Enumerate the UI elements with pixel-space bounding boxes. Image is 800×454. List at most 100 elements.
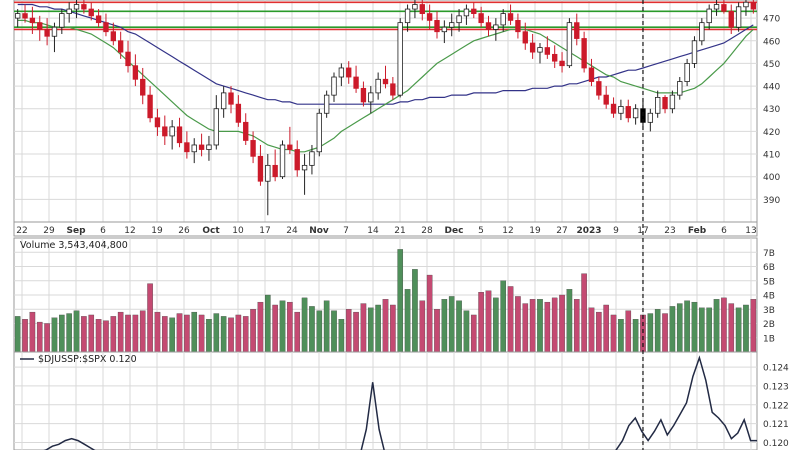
ratio-y-tick-label: 0.122: [763, 401, 789, 411]
candle-body: [412, 4, 418, 10]
candle-body: [220, 92, 227, 110]
volume-bar: [456, 300, 462, 353]
x-axis-band: [13, 221, 758, 237]
candle-body: [272, 164, 278, 178]
volume-bar: [699, 307, 705, 353]
volume-bar: [36, 321, 43, 353]
candle-body: [655, 97, 661, 114]
candle-body: [706, 8, 712, 24]
volume-bar: [551, 297, 558, 353]
candle-body: [95, 15, 102, 24]
x-tick-label: 27: [556, 226, 567, 236]
candle-body: [404, 8, 411, 24]
volume-bar: [264, 294, 271, 353]
volume-bar: [566, 289, 573, 353]
candle-body: [81, 4, 87, 10]
candle-body: [331, 76, 337, 96]
volume-bar: [390, 304, 396, 353]
candle-body: [449, 22, 455, 28]
volume-bar: [743, 304, 749, 353]
ratio-title: $DJUSSP:$SPX 0.120: [38, 354, 137, 365]
volume-bar: [147, 283, 153, 353]
candle-body: [471, 8, 477, 14]
volume-bar: [500, 280, 507, 353]
candle-body: [360, 87, 367, 103]
price-y-tick-label: 410: [763, 151, 780, 161]
candle-body: [574, 22, 580, 39]
volume-bar: [323, 300, 330, 353]
price-y-tick-label: 470: [763, 15, 780, 25]
candle-body: [198, 144, 205, 150]
candle-body: [713, 4, 720, 10]
x-tick-label: 23: [664, 226, 675, 236]
price-y-tick-label: 390: [763, 196, 780, 206]
volume-bar: [59, 314, 65, 353]
candle-body: [515, 19, 521, 33]
volume-bar: [309, 306, 315, 353]
price-panel: 390 400 410 420 430 440 450 460 470 22 29 Sep 6 12 19 2…: [13, 0, 780, 237]
x-tick-label: 13: [745, 226, 756, 236]
volume-bar: [625, 310, 632, 353]
volume-bar: [287, 301, 293, 353]
volume-bar: [257, 301, 264, 353]
candle-body: [132, 65, 139, 80]
volume-bar: [353, 311, 359, 353]
ratio-line: [43, 355, 757, 450]
candle-body: [456, 15, 462, 24]
candle-body: [243, 121, 249, 141]
candle-body: [316, 112, 322, 153]
volume-bar: [596, 311, 602, 353]
volume-bar: [522, 303, 529, 353]
candle-body: [346, 67, 352, 78]
volume-bar: [279, 300, 286, 353]
volume-y-tick-label: 3B: [763, 306, 775, 316]
x-tick-label: 19: [151, 226, 163, 236]
candle-body: [552, 53, 558, 62]
candle-body: [301, 164, 308, 171]
volume-bar: [426, 274, 433, 353]
candle-body: [287, 144, 293, 150]
ratio-y-tick-label: 0.120: [763, 439, 789, 449]
candle-body: [566, 22, 573, 67]
volume-bar: [29, 311, 36, 353]
volume-bar: [44, 323, 50, 353]
volume-bar: [632, 319, 639, 353]
candle-body: [618, 106, 624, 114]
volume-bar: [728, 303, 735, 353]
candle-body: [632, 108, 639, 119]
price-y-tick-label: 460: [763, 37, 780, 47]
candle-body: [522, 31, 528, 44]
volume-bar: [220, 316, 227, 353]
x-tick-label: 6: [721, 226, 727, 236]
candle-body: [294, 149, 300, 171]
volume-bar: [676, 303, 683, 353]
x-tick-label: Feb: [688, 226, 707, 236]
price-y-tick-label: 450: [763, 60, 780, 70]
x-tick-label: 28: [421, 226, 433, 236]
candle-body: [478, 13, 484, 24]
ratio-y-tick-label: 0.121: [763, 420, 789, 430]
candle-body: [743, 1, 749, 8]
candle-body: [603, 94, 609, 105]
volume-bar: [448, 296, 455, 353]
volume-bar: [441, 299, 448, 353]
volume-bar: [338, 319, 345, 353]
candle-body: [66, 8, 72, 14]
volume-bar: [470, 314, 477, 353]
volume-bar: [14, 316, 21, 353]
candle-body: [37, 22, 43, 30]
x-tick-label: 29: [43, 226, 55, 236]
volume-bar: [647, 313, 654, 353]
candle-body: [368, 92, 374, 103]
volume-bar: [706, 307, 712, 353]
volume-bar: [228, 317, 234, 353]
volume-bar: [191, 311, 198, 353]
candle-body: [434, 19, 440, 33]
candle-body: [610, 103, 617, 114]
volume-bar: [367, 307, 374, 353]
volume-bar: [184, 314, 190, 353]
volume-y-tick-label: 6B: [763, 263, 775, 273]
candle-body: [51, 26, 58, 37]
volume-bar: [242, 316, 249, 353]
